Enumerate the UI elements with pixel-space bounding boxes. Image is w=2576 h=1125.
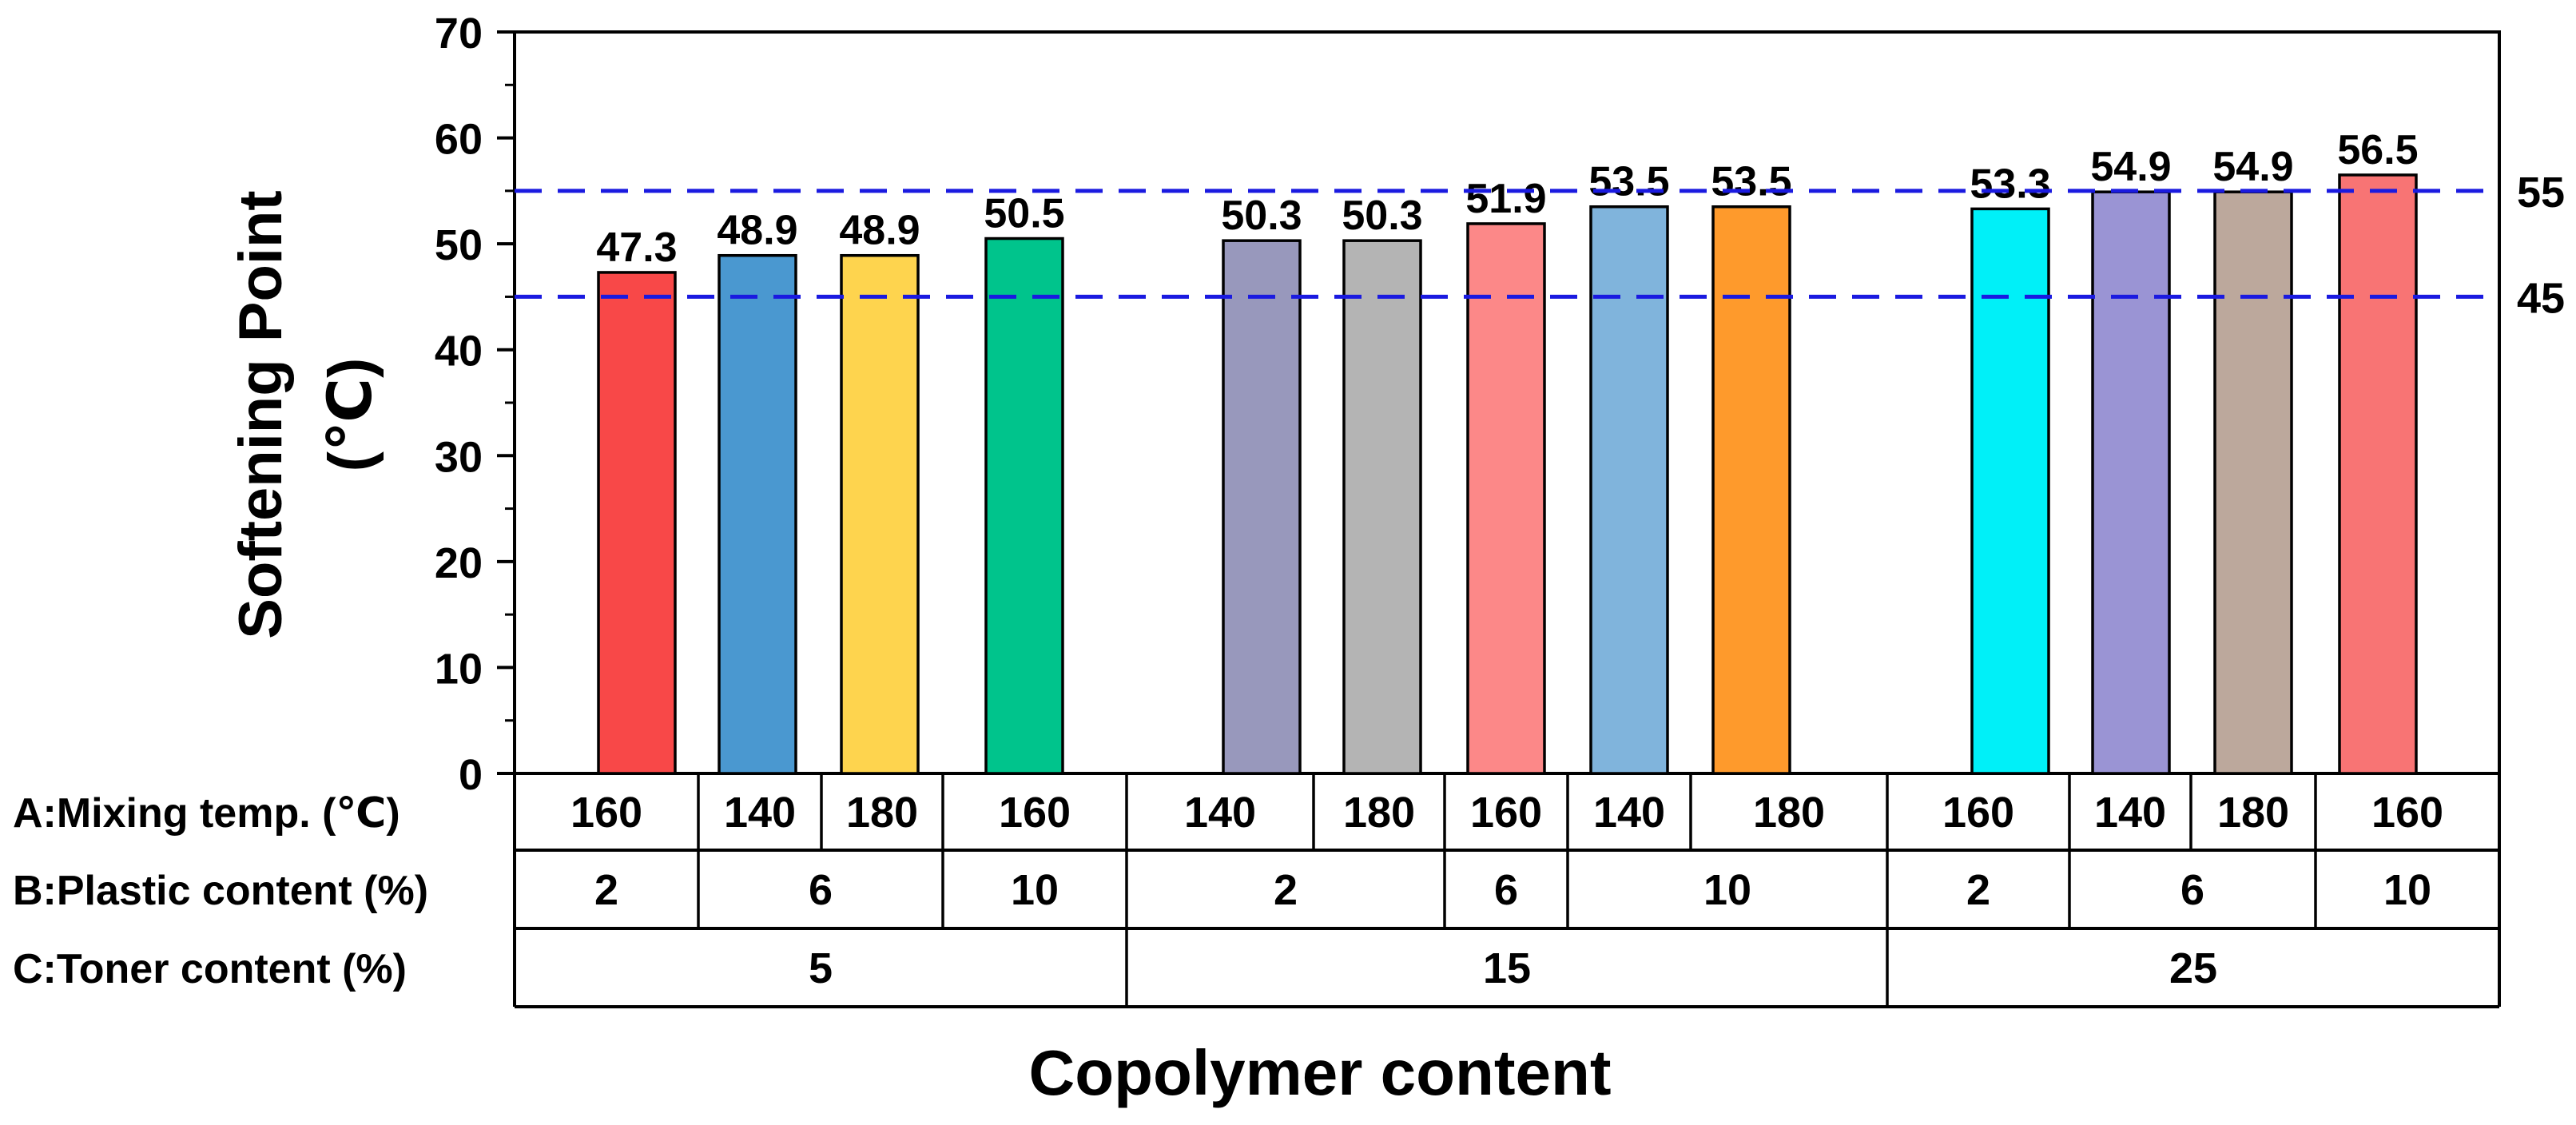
y-axis-title-line2: (℃) xyxy=(316,358,384,472)
factor-cell-value: 140 xyxy=(1593,789,1665,837)
reference-line-label: 45 xyxy=(2517,274,2565,322)
bar xyxy=(1342,239,1422,775)
factor-cell-value: 6 xyxy=(809,866,833,914)
bar-value-label: 53.5 xyxy=(1588,159,1669,205)
bar xyxy=(1711,205,1791,775)
factor-cell-value: 6 xyxy=(1494,866,1518,914)
factor-cell-value: 180 xyxy=(2217,789,2289,837)
y-tick-label: 20 xyxy=(435,539,483,587)
factor-cell-value: 180 xyxy=(1753,789,1825,837)
factor-cell-value: 140 xyxy=(2094,789,2166,837)
y-axis-title-line1: Softening Point xyxy=(227,190,295,638)
y-tick-label: 70 xyxy=(435,10,483,58)
factor-cell-value: 160 xyxy=(1942,789,2014,837)
y-tick-label: 30 xyxy=(435,433,483,481)
bar xyxy=(2091,190,2171,775)
bar xyxy=(1222,239,1302,775)
bar xyxy=(1589,205,1669,775)
factor-cell-value: 140 xyxy=(1184,789,1256,837)
factor-cell-value: 10 xyxy=(1703,866,1751,914)
y-tick-label: 40 xyxy=(435,328,483,376)
factor-cell-value: 140 xyxy=(724,789,796,837)
bar-value-label: 54.9 xyxy=(2090,144,2171,190)
bar xyxy=(718,253,797,775)
factor-cell-value: 10 xyxy=(1011,866,1059,914)
reference-line-label: 55 xyxy=(2517,169,2565,217)
bar-value-label: 53.3 xyxy=(1970,161,2050,207)
factor-cell-value: 5 xyxy=(809,944,833,992)
bar-value-label: 54.9 xyxy=(2212,144,2293,190)
factor-row-label: B:Plastic content (%) xyxy=(13,868,428,914)
factor-cell-value: 2 xyxy=(1966,866,1990,914)
factor-cell-value: 160 xyxy=(1470,789,1542,837)
bar-value-label: 48.9 xyxy=(717,208,797,254)
y-tick-label: 50 xyxy=(435,221,483,269)
factor-cell-value: 2 xyxy=(1274,866,1298,914)
factor-cell-value: 160 xyxy=(570,789,642,837)
bar-value-label: 56.5 xyxy=(2337,127,2418,173)
bar xyxy=(597,271,677,775)
bar-value-label: 47.3 xyxy=(596,225,677,271)
bar-value-label: 53.5 xyxy=(1711,159,1791,205)
bar xyxy=(2338,173,2418,775)
factor-cell-value: 6 xyxy=(2180,866,2204,914)
bar xyxy=(2213,190,2293,775)
factor-cell-value: 180 xyxy=(846,789,918,837)
y-tick-label: 10 xyxy=(435,645,483,693)
factor-cell-value: 160 xyxy=(999,789,1071,837)
factor-row-label: A:Mixing temp. (℃) xyxy=(13,790,400,837)
bar-value-label: 48.9 xyxy=(839,208,920,254)
y-tick-label: 0 xyxy=(459,751,483,799)
factor-row-label: C:Toner content (%) xyxy=(13,946,407,992)
x-axis-title: Copolymer content xyxy=(1029,1037,1612,1108)
bar-value-label: 50.3 xyxy=(1221,193,1302,239)
factor-cell-value: 180 xyxy=(1343,789,1415,837)
bar-value-label: 51.9 xyxy=(1465,176,1546,222)
bar xyxy=(984,237,1064,775)
y-tick-label: 60 xyxy=(435,116,483,164)
factor-cell-value: 2 xyxy=(594,866,618,914)
factor-cell-value: 160 xyxy=(2371,789,2443,837)
factor-cell-value: 25 xyxy=(2169,944,2217,992)
bar-value-label: 50.5 xyxy=(984,191,1064,237)
bar-value-label: 50.3 xyxy=(1342,193,1422,239)
factor-cell-value: 15 xyxy=(1483,944,1531,992)
bar xyxy=(840,253,920,775)
factor-cell-value: 10 xyxy=(2383,866,2431,914)
bar xyxy=(1466,222,1546,775)
bar xyxy=(1970,207,2050,775)
